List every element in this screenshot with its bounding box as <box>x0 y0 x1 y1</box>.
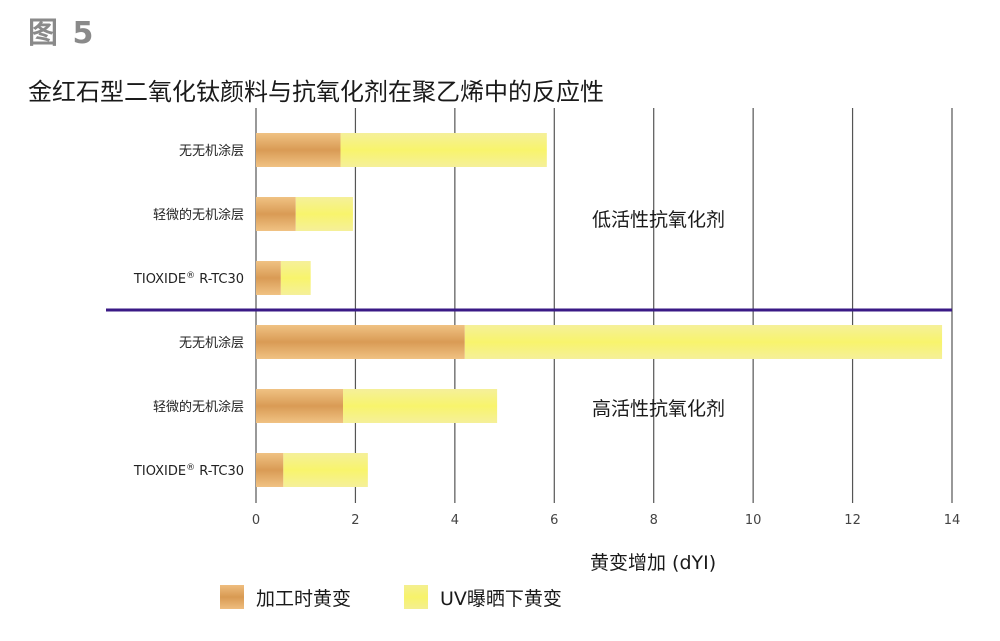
x-tick-label-8: 8 <box>650 513 658 528</box>
bar-processing-1-2 <box>256 453 284 487</box>
bar-processing-0-0 <box>256 133 341 167</box>
category-label-1-1: 轻微的无机涂层 <box>153 399 244 415</box>
x-tick-label-2: 2 <box>351 513 359 528</box>
bar-processing-1-0 <box>256 325 465 359</box>
bar-uv-0-1 <box>295 197 353 231</box>
figure-label: 图 5 <box>28 16 96 51</box>
x-tick-label-0: 0 <box>252 513 260 528</box>
bars <box>256 133 943 487</box>
legend-swatch-uv <box>404 585 428 609</box>
legend-item-uv: UV曝晒下黄变 <box>404 584 562 610</box>
category-label-0-2: TIOXIDE® R-TC30 <box>133 271 244 287</box>
group-label-1: 高活性抗氧化剂 <box>592 398 725 420</box>
gridlines <box>106 108 953 503</box>
x-tick-label-14: 14 <box>944 513 961 528</box>
category-label-1-0: 无无机涂层 <box>179 335 244 351</box>
bar-uv-1-0 <box>464 325 943 359</box>
bar-processing-0-2 <box>256 261 281 295</box>
category-label-1-2: TIOXIDE® R-TC30 <box>133 463 244 479</box>
x-tick-label-10: 10 <box>745 513 762 528</box>
x-tick-label-6: 6 <box>550 513 558 528</box>
bar-processing-0-1 <box>256 197 296 231</box>
category-label-0-1: 轻微的无机涂层 <box>153 207 244 223</box>
category-label-0-0: 无无机涂层 <box>179 143 244 159</box>
bar-processing-1-1 <box>256 389 343 423</box>
chart-title: 金红石型二氧化钛颜料与抗氧化剂在聚乙烯中的反应性 <box>28 78 604 106</box>
bar-uv-1-1 <box>343 389 498 423</box>
legend-swatch-processing <box>220 585 244 609</box>
x-axis-label: 黄变增加 (dYI) <box>590 552 717 574</box>
bar-uv-0-2 <box>280 261 311 295</box>
bar-uv-1-2 <box>283 453 368 487</box>
legend-item-processing: 加工时黄变 <box>220 584 351 610</box>
bar-uv-0-0 <box>340 133 547 167</box>
x-tick-label-12: 12 <box>844 513 861 528</box>
x-tick-label-4: 4 <box>451 513 459 528</box>
legend-label-processing: 加工时黄变 <box>256 587 352 610</box>
legend-label-uv: UV曝晒下黄变 <box>440 587 562 610</box>
group-label-0: 低活性抗氧化剂 <box>592 209 725 231</box>
